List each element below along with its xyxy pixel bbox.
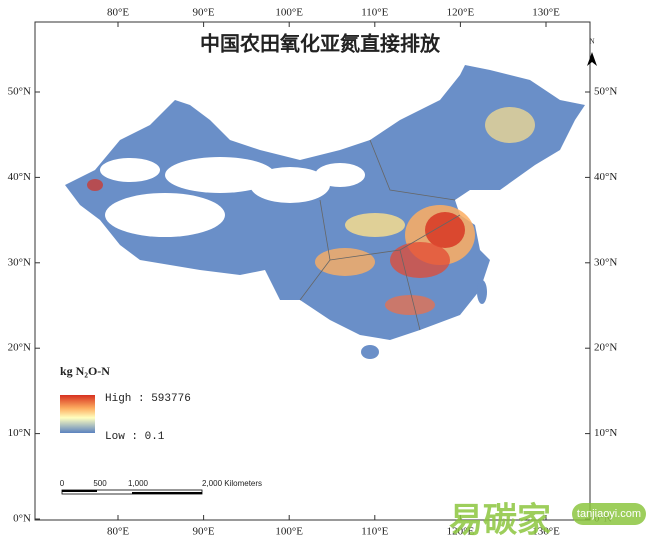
lat-label: 20°N [8, 342, 31, 354]
scale-label: 2,000 Kilometers [202, 479, 262, 488]
lat-label: 50°N [594, 86, 617, 98]
scale-label: 0 [60, 479, 65, 488]
legend-high: High : 593776 [105, 393, 191, 405]
watermark-badge [572, 503, 646, 525]
lon-label: 100°E [275, 526, 303, 538]
north-label: N [589, 38, 594, 46]
map-title: 中国农田氧化亚氮直接排放 [200, 32, 441, 56]
lat-label: 10°N [8, 427, 31, 439]
lon-label: 80°E [107, 526, 129, 538]
desert-areas [100, 157, 365, 237]
scale-bar [61, 489, 203, 495]
graticule: 80°E 80°E 90°E 90°E 100°E 100°E 110°E 110°E 120°… [8, 7, 618, 538]
lon-label: 90°E [193, 526, 215, 538]
legend-title: kg N₂O-N [60, 364, 110, 378]
lon-label: 80°E [107, 7, 129, 19]
lat-label: 10°N [594, 427, 617, 439]
china-cropland [65, 65, 585, 340]
taiwan [477, 280, 487, 304]
emission-hotspots [87, 107, 535, 315]
lat-label: 20°N [594, 342, 617, 354]
watermark-brand: 易碳家 [449, 501, 551, 541]
lat-label: 50°N [8, 86, 31, 98]
lon-label: 110°E [361, 526, 388, 538]
north-arrow [587, 52, 597, 66]
lat-label: 40°N [8, 171, 31, 183]
lat-label: 30°N [594, 256, 617, 268]
lat-label: 30°N [8, 256, 31, 268]
legend-low: Low : 0.1 [105, 431, 165, 443]
lon-label: 130°E [532, 526, 560, 538]
lon-label: 90°E [193, 7, 215, 19]
lat-label: 0°N [13, 513, 31, 525]
lon-label: 120°E [447, 7, 475, 19]
lon-label: 120°E [447, 526, 475, 538]
watermark-site: tanjiaoyi.com [577, 508, 641, 520]
lat-label: 40°N [594, 171, 617, 183]
lon-label: 130°E [532, 7, 560, 19]
lon-label: 100°E [275, 7, 303, 19]
scale-label: 500 [93, 479, 107, 488]
province-borders [299, 139, 461, 331]
hainan [361, 345, 379, 359]
scale-label: 1,000 [128, 479, 149, 488]
lon-label: 110°E [361, 7, 388, 19]
legend-ramp [60, 395, 95, 433]
